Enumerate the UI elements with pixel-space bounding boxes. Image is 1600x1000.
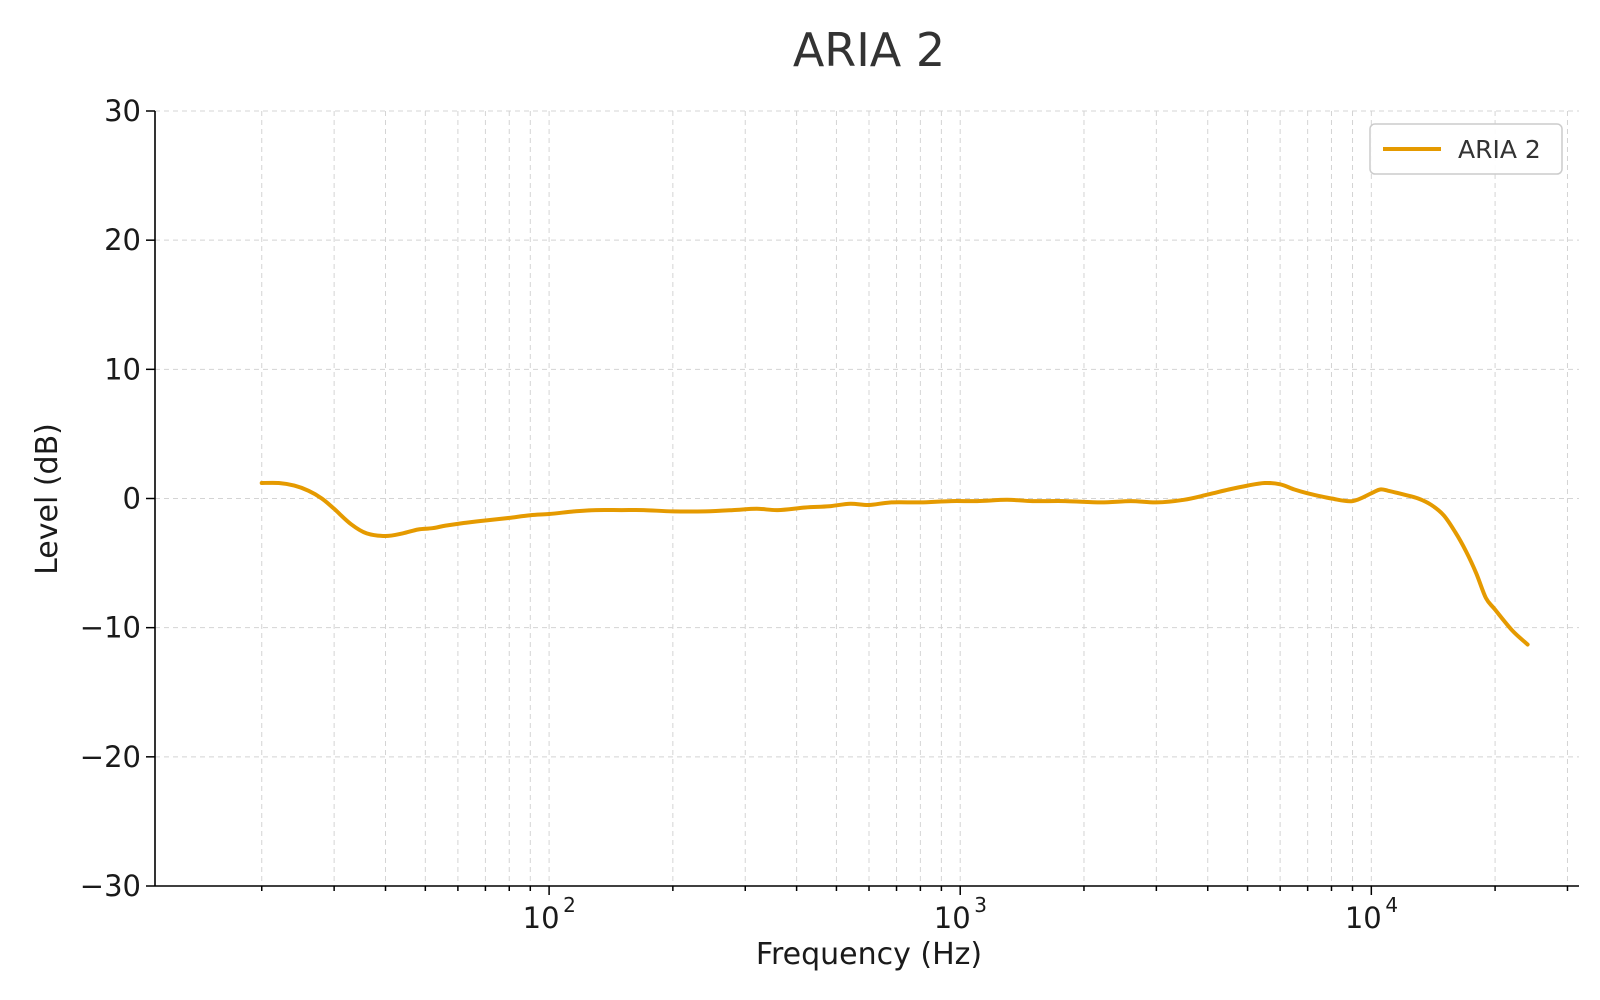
y-tick-label: −20 — [80, 740, 141, 774]
plot-area — [259, 480, 1530, 647]
y-axis-label: Level (dB) — [30, 423, 65, 575]
legend-label: ARIA 2 — [1458, 135, 1541, 164]
grid — [155, 110, 1579, 887]
x-tick-label-exponent: 2 — [563, 893, 576, 917]
legend: ARIA 2 — [1369, 123, 1563, 175]
legend-box — [1369, 123, 1563, 175]
x-tick-label-base: 10 — [523, 901, 560, 935]
x-tick-label-exponent: 4 — [1385, 893, 1398, 917]
x-axis-ticks: 10 2 10 3 10 4 — [260, 886, 1569, 935]
y-axis-ticks: 30 20 10 0 −10 −20 −30 — [80, 94, 155, 903]
x-tick-label: 10 4 — [1345, 893, 1398, 935]
y-tick-label: 10 — [104, 352, 141, 386]
y-tick-label: 20 — [104, 223, 141, 257]
x-tick-label-base: 10 — [1345, 901, 1382, 935]
x-axis-label: Frequency (Hz) — [756, 937, 982, 972]
x-tick-label-base: 10 — [934, 901, 971, 935]
y-tick-label: −30 — [80, 869, 141, 903]
series-line-aria-2 — [259, 480, 1530, 647]
chart-title: ARIA 2 — [793, 23, 945, 77]
x-tick-label: 10 3 — [934, 893, 987, 935]
x-tick-label-exponent: 3 — [974, 893, 987, 917]
y-tick-label: 0 — [123, 482, 141, 516]
y-tick-label: −10 — [80, 611, 141, 645]
y-tick-label: 30 — [104, 94, 141, 128]
x-tick-label: 10 2 — [523, 893, 576, 935]
